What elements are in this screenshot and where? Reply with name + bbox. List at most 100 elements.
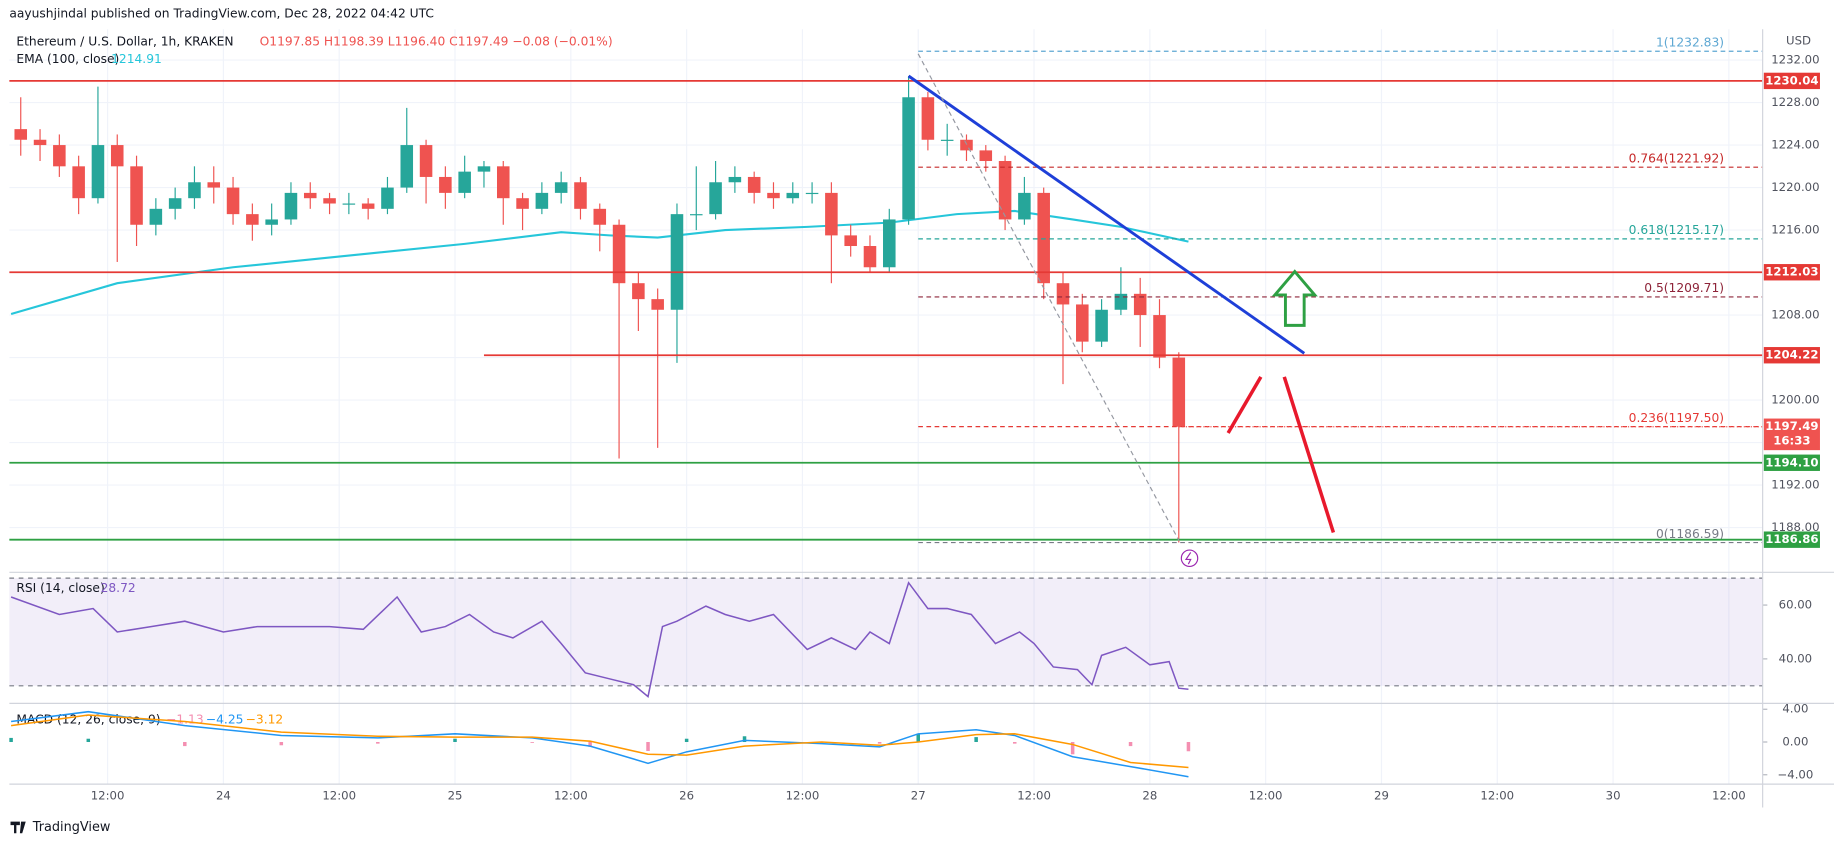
- candle-body: [1172, 357, 1186, 427]
- candle-body: [342, 203, 356, 205]
- candle-body: [1018, 192, 1031, 220]
- histogram-bar: [183, 742, 187, 747]
- candle-body: [1153, 315, 1166, 358]
- histogram-bar: [1012, 742, 1017, 744]
- indicator-title: RSI (14, close): [16, 581, 104, 595]
- histogram-bar: [684, 738, 689, 743]
- x-tick-label: 27: [911, 788, 926, 802]
- x-tick-label: 26: [679, 788, 694, 802]
- candle-body: [786, 192, 800, 199]
- candle-body: [130, 166, 143, 225]
- candle-body: [1037, 192, 1050, 284]
- y-tick-label: 0.00: [1782, 735, 1808, 749]
- y-tick-label: 1224.00: [1771, 138, 1819, 152]
- candle-body: [960, 139, 973, 151]
- candle-body: [496, 166, 510, 199]
- indicator-line: [10, 710, 1189, 778]
- candle-body: [149, 208, 163, 225]
- candle-body: [902, 97, 915, 220]
- histogram-bar: [916, 733, 920, 743]
- histogram-bar: [1186, 742, 1191, 752]
- y-tick-label: 1216.00: [1771, 223, 1819, 237]
- x-tick-label: 12:00: [786, 788, 820, 802]
- price-badge-label: 1204.22: [1765, 348, 1818, 362]
- last-price: 1197.49: [1765, 419, 1818, 433]
- price-badge-label: 1230.04: [1765, 73, 1818, 87]
- rsi-band: [9, 578, 1763, 686]
- y-tick-label: 60.00: [1779, 598, 1812, 612]
- candle-body: [690, 214, 703, 216]
- last-price-badge: [1763, 418, 1820, 451]
- candle-body: [207, 182, 221, 188]
- candle-body: [1114, 293, 1128, 310]
- event-icon: [1184, 552, 1192, 565]
- ohlc: O1197.85 H1198.39 L1196.40 C1197.49 −0.0…: [260, 35, 613, 49]
- candle-body: [535, 192, 549, 209]
- candle-body: [458, 171, 471, 193]
- candle-body: [593, 208, 607, 225]
- candle-body: [825, 192, 838, 236]
- annotation-arrow: [1282, 376, 1336, 534]
- candle-body: [921, 97, 935, 140]
- candle-body: [554, 182, 568, 193]
- legend-value: −3.12: [246, 712, 284, 726]
- x-tick-label: 12:00: [322, 788, 356, 802]
- candle-body: [284, 192, 298, 220]
- candle-body: [188, 182, 201, 199]
- footer: TradingView: [32, 820, 111, 835]
- y-tick-label: 1228.00: [1771, 95, 1819, 109]
- x-tick-label: 12:00: [1249, 788, 1283, 802]
- candle-body: [612, 224, 626, 284]
- candle-body: [632, 283, 645, 300]
- candle-body: [361, 203, 375, 209]
- candle-body: [1076, 304, 1089, 342]
- logo: [10, 821, 26, 834]
- histogram-bar: [974, 737, 978, 743]
- price-badge-label: 1212.03: [1765, 265, 1818, 279]
- histogram-bar: [819, 742, 824, 744]
- histogram-bar: [279, 742, 284, 746]
- candle-body: [419, 145, 433, 177]
- candle-body: [670, 214, 684, 310]
- y-tick-label: 4.00: [1782, 702, 1808, 716]
- x-tick-label: 12:00: [1712, 788, 1746, 802]
- candle-body: [381, 187, 394, 209]
- fib-label: 1(1232.83): [1656, 36, 1724, 50]
- up-arrow: [1271, 269, 1318, 327]
- y-tick-label: 1232.00: [1771, 53, 1819, 67]
- candle-body: [91, 145, 105, 199]
- candle-body: [477, 166, 491, 172]
- fib-label: 0.236(1197.50): [1629, 411, 1724, 425]
- indicator-line: [10, 714, 1189, 769]
- candle-body: [979, 150, 993, 162]
- y-tick-label: 1192.00: [1771, 478, 1819, 492]
- candle-body: [33, 139, 47, 146]
- candle-body: [400, 145, 414, 188]
- price-badge: [1763, 454, 1820, 471]
- candle-body: [226, 187, 240, 215]
- y-tick-label: 1188.00: [1771, 520, 1819, 534]
- indicator-line: [10, 581, 1189, 698]
- candle-body: [53, 145, 66, 167]
- x-tick-label: 12:00: [1480, 788, 1514, 802]
- candle-body: [805, 192, 819, 195]
- x-tick-label: 28: [1142, 788, 1157, 802]
- candle-body: [14, 129, 28, 140]
- x-tick-label: 30: [1606, 788, 1621, 802]
- candle-body: [883, 219, 896, 268]
- candle-body: [439, 176, 452, 193]
- candle-body: [863, 246, 877, 268]
- histogram-bar: [86, 738, 91, 743]
- price-badge-label: 1186.86: [1765, 532, 1818, 546]
- candle-body: [651, 299, 664, 310]
- candle-body: [844, 235, 857, 247]
- price-badge: [1763, 531, 1820, 548]
- candle-body: [767, 192, 780, 199]
- countdown: 16:33: [1773, 433, 1810, 447]
- price-badge: [1763, 347, 1820, 364]
- candle-body: [246, 214, 259, 225]
- histogram-bar: [877, 742, 882, 744]
- histogram-bar: [742, 736, 747, 743]
